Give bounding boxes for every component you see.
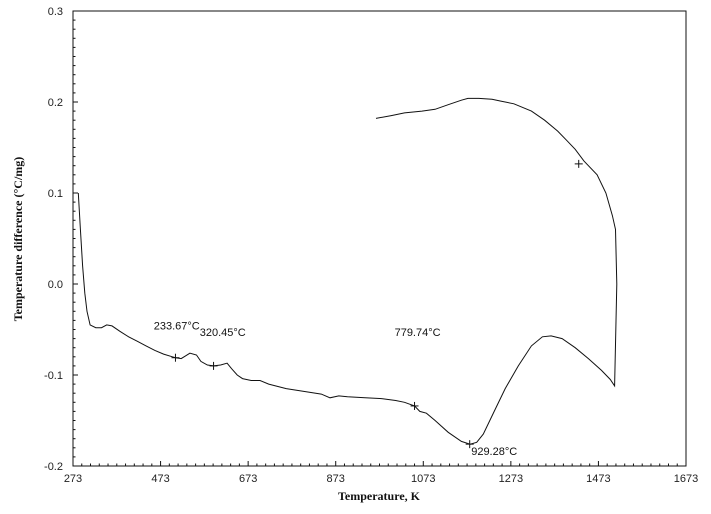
y-tick-label: 0.1 xyxy=(48,188,63,200)
x-tick-label: 1673 xyxy=(674,473,698,485)
peak-marker xyxy=(465,440,474,449)
x-tick-label: 1073 xyxy=(411,473,435,485)
peak-label: 779.74°C xyxy=(395,327,441,339)
y-axis-title: Temperature difference (°C/mg) xyxy=(11,157,25,322)
y-tick-label: 0.2 xyxy=(48,97,63,109)
x-tick-label: 273 xyxy=(64,473,82,485)
x-tick-label: 873 xyxy=(327,473,345,485)
x-tick-label: 1473 xyxy=(586,473,610,485)
y-tick-label: -0.2 xyxy=(44,461,63,473)
plot-frame xyxy=(72,10,687,467)
x-tick-label: 1273 xyxy=(499,473,523,485)
dta-curve xyxy=(77,97,618,445)
peak-marker xyxy=(209,361,218,370)
x-axis-ticks: 273 473 673 873 1073 1273 1473 1673 xyxy=(64,461,698,485)
y-tick-label: -0.1 xyxy=(44,370,63,382)
peak-label: 233.67°C xyxy=(154,321,200,333)
peak-marker xyxy=(410,401,419,410)
y-tick-label: 0.0 xyxy=(48,279,63,291)
peak-marker xyxy=(171,353,180,362)
y-tick-label: 0.3 xyxy=(48,6,63,18)
x-tick-label: 473 xyxy=(151,473,169,485)
peak-label: 929.28°C xyxy=(471,446,517,458)
peak-markers xyxy=(171,159,583,449)
x-axis-title: Temperature, K xyxy=(338,489,421,503)
y-axis-ticks: -0.2 -0.1 0.0 0.1 0.2 0.3 xyxy=(44,6,78,473)
x-tick-label: 673 xyxy=(239,473,257,485)
peak-label: 320.45°C xyxy=(200,327,246,339)
peak-marker xyxy=(574,159,583,168)
